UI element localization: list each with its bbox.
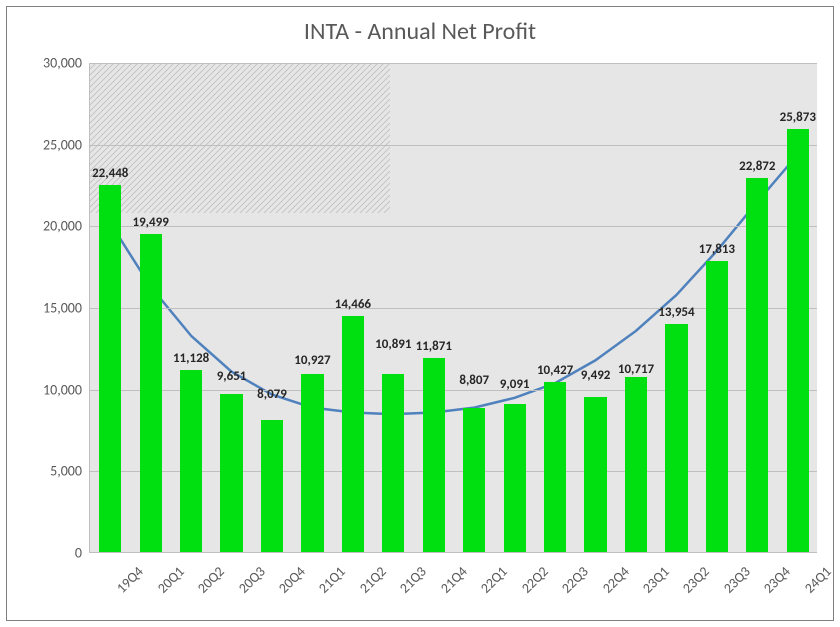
bar bbox=[261, 420, 283, 552]
ytick-label: 25,000 bbox=[22, 136, 90, 153]
ytick-label: 5,000 bbox=[22, 463, 90, 480]
bar-value-label: 17,813 bbox=[699, 242, 735, 257]
chart-frame: INTA - Annual Net Profit 05,00010,00015,… bbox=[6, 6, 834, 621]
bar-value-label: 8,807 bbox=[459, 373, 489, 388]
bar-value-label: 10,927 bbox=[294, 353, 330, 368]
xtick-label: 21Q1 bbox=[315, 563, 349, 597]
xtick-label: 23Q2 bbox=[679, 563, 713, 597]
bar-value-label: 22,872 bbox=[739, 159, 775, 174]
xtick-label: 23Q3 bbox=[720, 563, 754, 597]
bar-value-label: 22,448 bbox=[92, 166, 128, 181]
gridline-h bbox=[90, 226, 817, 227]
bar bbox=[746, 178, 768, 552]
xtick-label: 19Q4 bbox=[113, 563, 147, 597]
bar-value-label: 25,873 bbox=[780, 110, 816, 125]
ytick-label: 20,000 bbox=[22, 218, 90, 235]
bar bbox=[301, 374, 323, 552]
xtick-label: 21Q3 bbox=[396, 563, 430, 597]
gridline-h bbox=[90, 63, 817, 64]
xtick-label: 22Q3 bbox=[558, 563, 592, 597]
bar bbox=[625, 377, 647, 552]
bar bbox=[504, 404, 526, 552]
bar-value-label: 11,128 bbox=[173, 351, 209, 366]
bar-value-label: 9,651 bbox=[217, 369, 247, 384]
bar-value-label: 8,079 bbox=[257, 387, 287, 402]
bar-value-label: 10,427 bbox=[537, 363, 573, 378]
bar-value-label: 9,091 bbox=[500, 377, 530, 392]
ytick-label: 0 bbox=[22, 545, 90, 562]
bar bbox=[382, 374, 404, 552]
xtick-label: 20Q4 bbox=[275, 563, 309, 597]
bar bbox=[787, 129, 809, 552]
plot-area: 05,00010,00015,00020,00025,00030,00022,4… bbox=[89, 63, 817, 553]
xtick-label: 21Q2 bbox=[356, 563, 390, 597]
bar-value-label: 10,717 bbox=[618, 362, 654, 377]
bar bbox=[544, 382, 566, 552]
bar-value-label: 9,492 bbox=[581, 368, 611, 383]
xtick-label: 22Q1 bbox=[477, 563, 511, 597]
bar bbox=[423, 358, 445, 552]
xtick-label: 23Q4 bbox=[760, 563, 794, 597]
xtick-label: 23Q1 bbox=[639, 563, 673, 597]
bar bbox=[220, 394, 242, 552]
bar-value-label: 14,466 bbox=[335, 297, 371, 312]
bar-value-label: 19,499 bbox=[133, 215, 169, 230]
bar-value-label: 10,891 bbox=[375, 337, 411, 352]
ytick-label: 30,000 bbox=[22, 55, 90, 72]
xtick-label: 20Q2 bbox=[194, 563, 228, 597]
bar bbox=[180, 370, 202, 552]
xtick-label: 20Q1 bbox=[154, 563, 188, 597]
xtick-label: 22Q2 bbox=[518, 563, 552, 597]
bar bbox=[140, 234, 162, 552]
xtick-label: 22Q4 bbox=[599, 563, 633, 597]
ytick-label: 15,000 bbox=[22, 300, 90, 317]
bar bbox=[342, 316, 364, 552]
plot-hatch bbox=[90, 63, 390, 213]
xtick-label: 21Q4 bbox=[437, 563, 471, 597]
chart-title: INTA - Annual Net Profit bbox=[7, 17, 833, 46]
xtick-label: 24Q1 bbox=[801, 563, 835, 597]
bar bbox=[706, 261, 728, 552]
gridline-h bbox=[90, 145, 817, 146]
bar-value-label: 13,954 bbox=[658, 305, 694, 320]
bar-value-label: 11,871 bbox=[416, 339, 452, 354]
bar bbox=[99, 185, 121, 552]
bar bbox=[665, 324, 687, 552]
ytick-label: 10,000 bbox=[22, 381, 90, 398]
bar bbox=[584, 397, 606, 552]
bar bbox=[463, 408, 485, 552]
xtick-label: 20Q3 bbox=[235, 563, 269, 597]
